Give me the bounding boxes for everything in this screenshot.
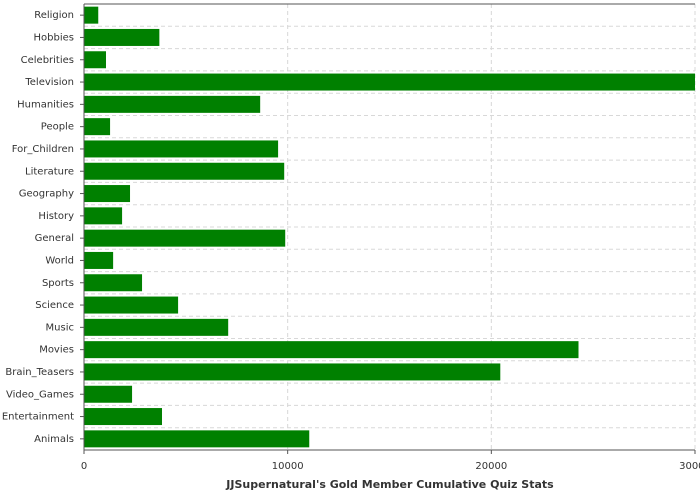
y-tick-label: Hobbies [34, 32, 74, 43]
bar [84, 185, 131, 203]
y-tick-label: Science [35, 300, 74, 311]
y-tick-label: Television [24, 77, 74, 88]
x-tick-label: 20000 [475, 461, 507, 472]
bar [84, 385, 133, 403]
bar [84, 95, 261, 113]
bar [84, 28, 160, 46]
bar [84, 140, 279, 158]
y-tick-label: General [35, 233, 74, 244]
bar [84, 318, 229, 336]
x-axis-label: JJSupernatural's Gold Member Cumulative … [225, 478, 554, 491]
bar [84, 51, 106, 69]
bar [84, 296, 179, 314]
bar [84, 251, 114, 269]
y-tick-label: For_Children [12, 144, 74, 155]
bar [84, 408, 163, 426]
y-tick-label: Literature [25, 166, 74, 177]
y-tick-label: Video_Games [6, 389, 74, 400]
bar [84, 73, 695, 91]
bar [84, 207, 123, 225]
bar [84, 363, 501, 381]
bar [84, 6, 99, 24]
y-tick-label: Geography [19, 189, 74, 200]
x-tick-label: 0 [81, 461, 87, 472]
y-tick-label: Sports [42, 278, 74, 289]
x-tick-label: 30000 [679, 461, 700, 472]
bar [84, 274, 143, 292]
y-tick-label: Humanities [17, 99, 74, 110]
x-tick-label: 10000 [272, 461, 304, 472]
y-tick-label: People [41, 122, 74, 133]
y-tick-label: Celebrities [21, 55, 74, 66]
y-tick-label: Brain_Teasers [5, 367, 74, 378]
y-tick-label: Animals [34, 434, 74, 445]
y-tick-label: Movies [39, 345, 74, 356]
bar [84, 341, 579, 359]
bar [84, 162, 285, 180]
bar [84, 118, 111, 136]
y-tick-label: Religion [34, 10, 74, 21]
y-tick-label: History [38, 211, 74, 222]
y-tick-label: World [45, 255, 74, 266]
y-tick-label: Entertainment [2, 412, 74, 423]
bar [84, 430, 310, 448]
y-tick-label: Music [46, 322, 74, 333]
bar [84, 229, 286, 247]
